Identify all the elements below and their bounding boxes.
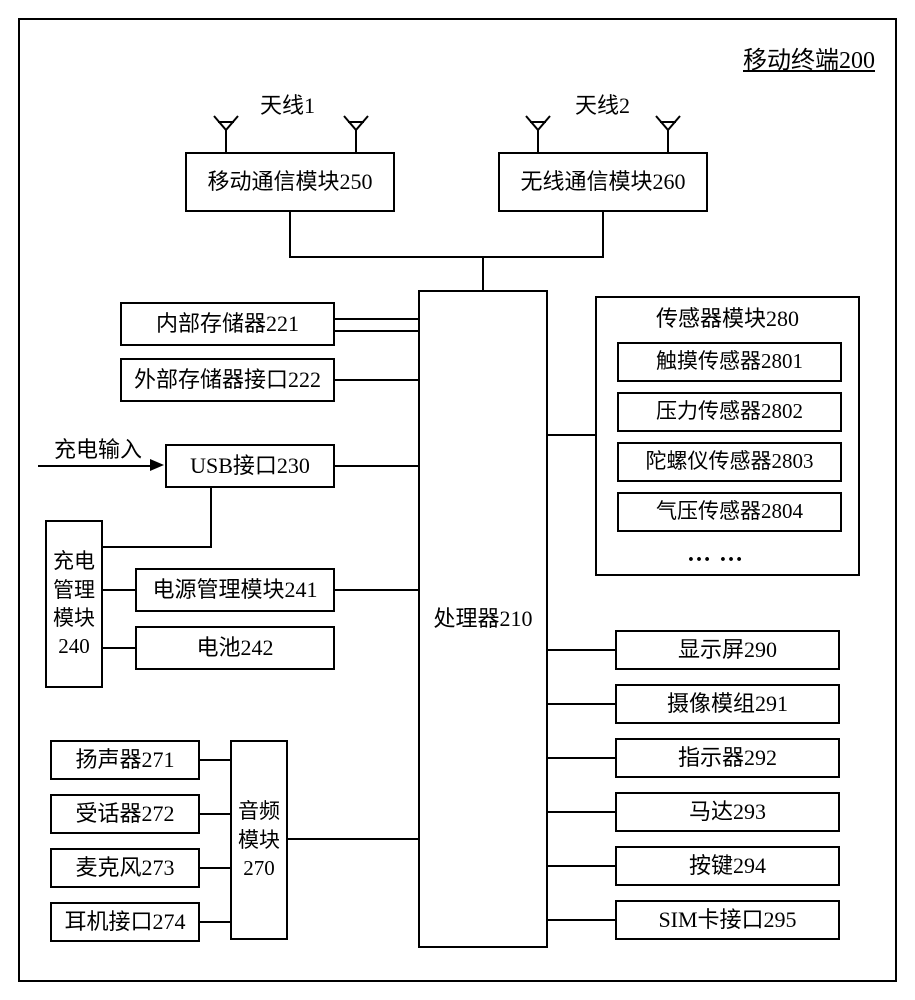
line-bus-to-proc [482,256,484,290]
display-label: 显示屏290 [678,637,777,663]
display-box: 显示屏290 [615,630,840,670]
antenna2-icon [510,112,695,154]
mic-label: 麦克风273 [75,855,174,881]
processor-label: 处理器210 [433,606,532,632]
line-proc-sensor [548,434,595,436]
processor-box: 处理器210 [418,290,548,948]
receiver-box: 受话器272 [50,794,200,834]
audio-module-label: 音频模块270 [234,797,284,882]
line-hp-audio [200,921,230,923]
camera-label: 摄像模组291 [667,691,788,717]
line-proc-indicator [548,757,615,759]
mobile-comm-label: 移动通信模块250 [207,169,372,195]
line-usb-down [210,488,212,548]
battery-label: 电池242 [196,635,273,661]
power-mgmt-box: 电源管理模块241 [135,568,335,612]
line-usb-proc [335,465,418,467]
line-spk-audio [200,759,230,761]
sensor-module-box: 传感器模块280 触摸传感器2801 压力传感器2802 陀螺仪传感器2803 … [595,296,860,576]
motor-label: 马达293 [689,799,766,825]
line-proc-motor [548,811,615,813]
motor-box: 马达293 [615,792,840,832]
power-mgmt-label: 电源管理模块241 [152,577,317,603]
line-charge-arrow [38,465,153,467]
line-rcv-audio [200,813,230,815]
sim-label: SIM卡接口295 [658,907,796,933]
line-pwr-proc [335,589,418,591]
line-proc-display [548,649,615,651]
line-proc-camera [548,703,615,705]
mic-box: 麦克风273 [50,848,200,888]
sensor-item-2: 陀螺仪传感器2803 [617,442,842,482]
line-chg-pwr [103,589,135,591]
camera-box: 摄像模组291 [615,684,840,724]
headphone-label: 耳机接口274 [64,909,185,935]
line-wireless-down [602,212,604,258]
charge-input-label: 充电输入 [54,432,142,464]
line-usb-to-chg [103,546,212,548]
sim-box: SIM卡接口295 [615,900,840,940]
line-intmem-proc [335,318,418,320]
receiver-label: 受话器272 [75,801,174,827]
line-proc-sim [548,919,615,921]
internal-mem-label: 内部存储器221 [156,311,299,337]
line-mobile-down [289,212,291,258]
antenna1-icon [198,112,383,154]
sensor-item-3: 气压传感器2804 [617,492,842,532]
line-proc-keys [548,865,615,867]
charge-mgmt-box: 充电管理模块240 [45,520,103,688]
speaker-box: 扬声器271 [50,740,200,780]
sensor-item-0: 触摸传感器2801 [617,342,842,382]
keys-label: 按键294 [689,853,766,879]
wireless-comm-box: 无线通信模块260 [498,152,708,212]
sensor-item-1: 压力传感器2802 [617,392,842,432]
line-extmem-proc [335,379,418,381]
charge-arrowhead [150,459,164,471]
mobile-comm-box: 移动通信模块250 [185,152,395,212]
external-mem-label: 外部存储器接口222 [134,367,321,393]
battery-box: 电池242 [135,626,335,670]
line-audio-proc [288,838,418,840]
indicator-box: 指示器292 [615,738,840,778]
external-mem-box: 外部存储器接口222 [120,358,335,402]
indicator-label: 指示器292 [678,745,777,771]
wireless-comm-label: 无线通信模块260 [520,169,685,195]
usb-box: USB接口230 [165,444,335,488]
keys-box: 按键294 [615,846,840,886]
sensor-module-title: 传感器模块280 [597,306,858,332]
line-comm-bus [289,256,604,258]
sensor-ellipsis: …… [687,540,751,569]
internal-mem-box: 内部存储器221 [120,302,335,346]
headphone-box: 耳机接口274 [50,902,200,942]
line-chg-bat [103,647,135,649]
line-intmem-proc2 [335,330,418,332]
audio-module-box: 音频模块270 [230,740,288,940]
speaker-label: 扬声器271 [75,747,174,773]
usb-label: USB接口230 [190,453,310,479]
diagram-title: 移动终端200 [743,40,875,75]
charge-mgmt-label: 充电管理模块240 [49,547,99,660]
line-mic-audio [200,867,230,869]
